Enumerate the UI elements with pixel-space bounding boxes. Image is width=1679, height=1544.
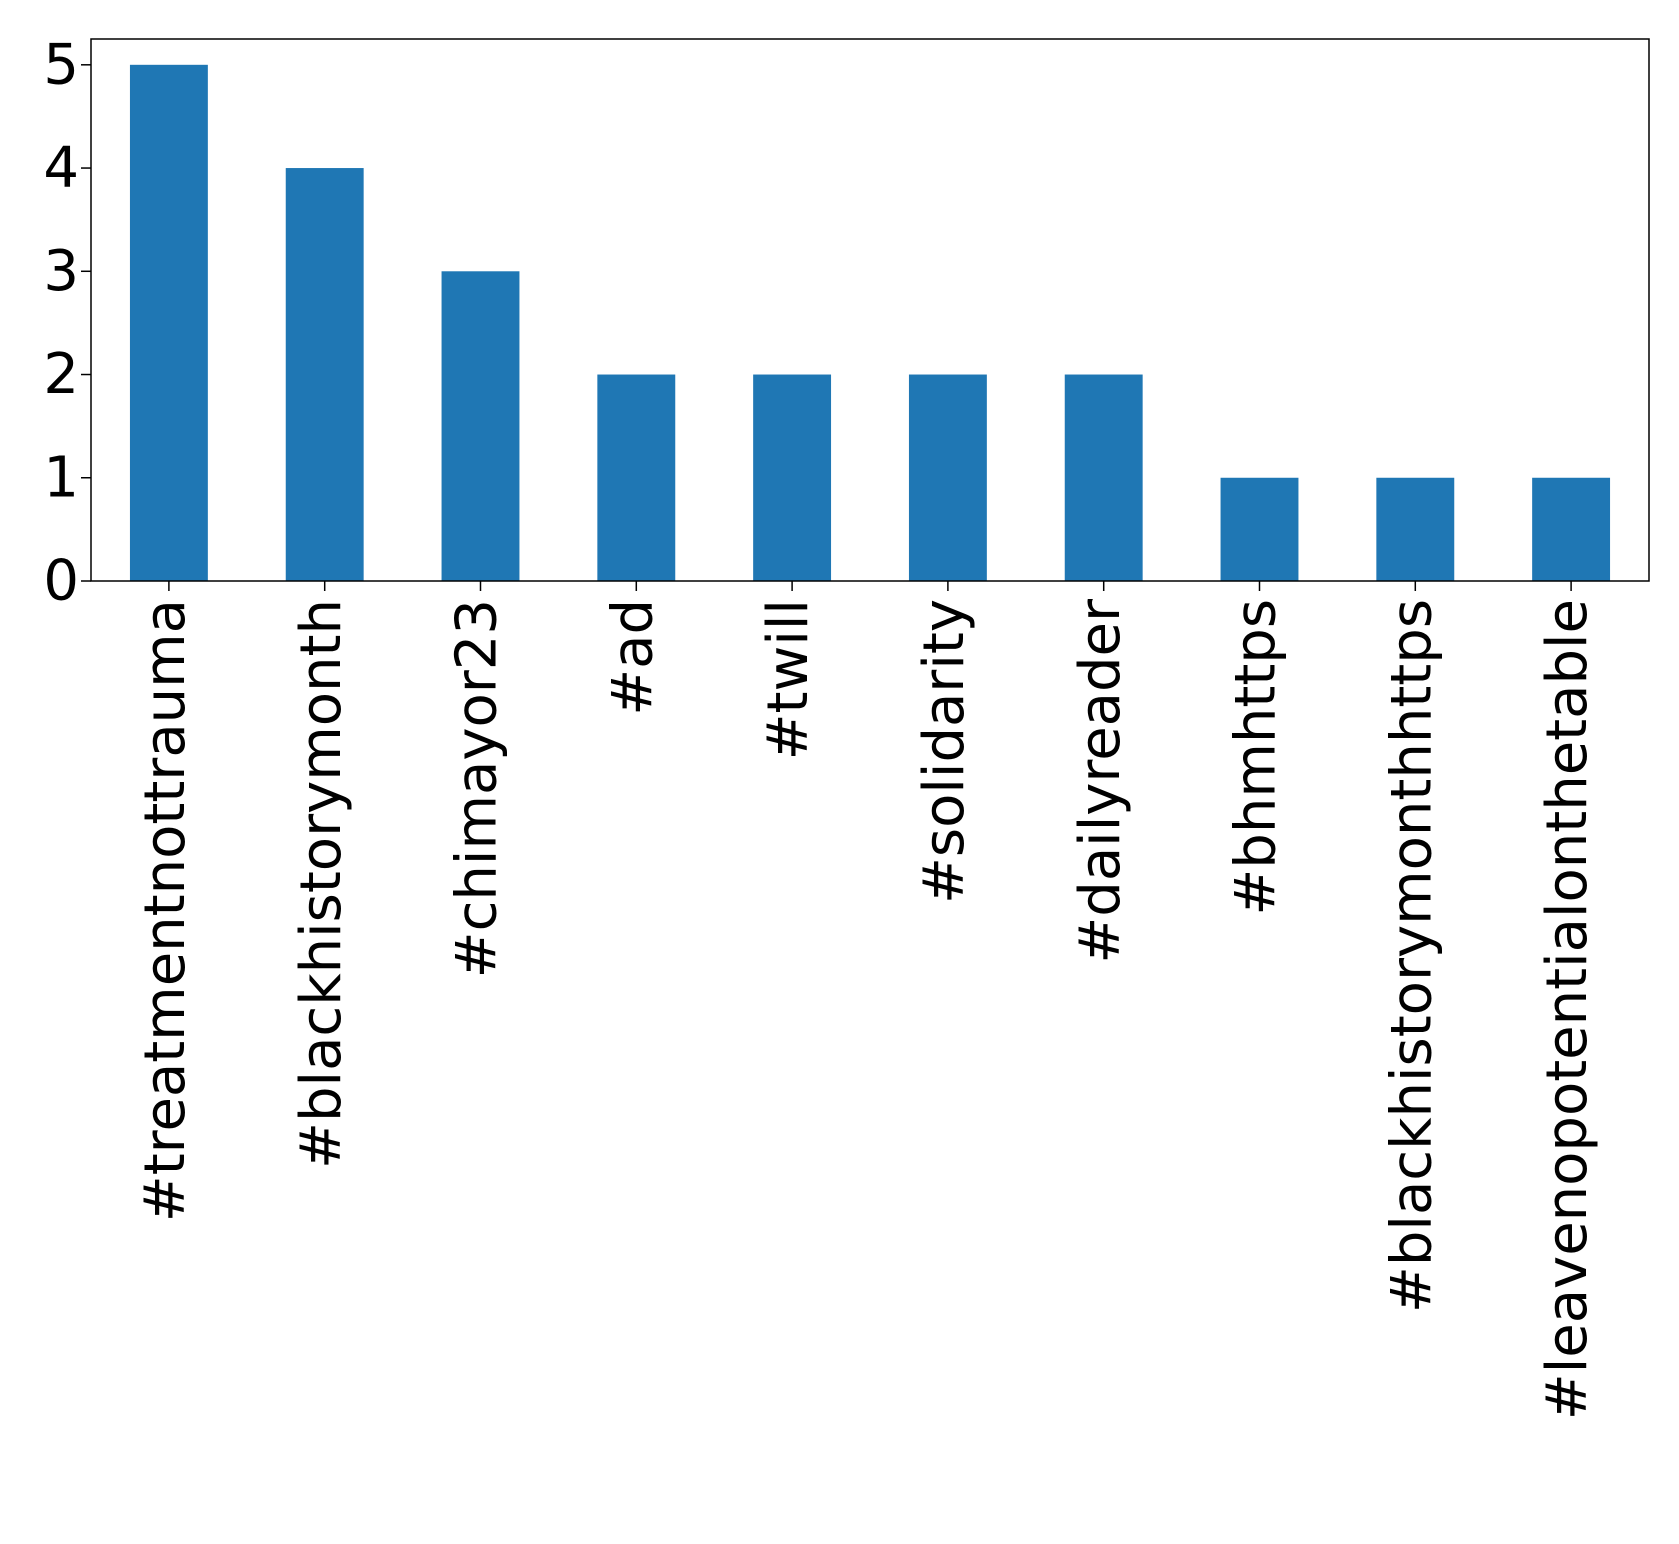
x-axis-ticks: #treatmentnottrauma #blackhistorymonth #ch…	[133, 581, 1600, 1420]
y-tick-label-4: 4	[43, 136, 79, 201]
bar-8	[1376, 477, 1455, 581]
bar-4	[753, 374, 832, 581]
bar-9	[1532, 477, 1611, 581]
x-tick-label-5: #solidarity	[912, 599, 977, 904]
x-tick-label-1: #blackhistorymonth	[289, 599, 354, 1169]
bars-group	[129, 64, 1611, 582]
bar-1	[285, 168, 364, 582]
y-tick-label-2: 2	[43, 342, 79, 407]
bar-2	[441, 271, 520, 581]
bar-7	[1220, 477, 1299, 581]
x-tick-label-9: #leavenopotentialonthetable	[1535, 599, 1600, 1420]
x-tick-label-7: #bhmhttps	[1224, 599, 1289, 916]
bar-6	[1064, 374, 1143, 581]
y-axis-ticks: 0 1 2 3 4 5	[43, 32, 91, 614]
plot-frame	[90, 38, 1650, 582]
bar-0	[129, 64, 208, 582]
bar-5	[908, 374, 987, 581]
x-tick-label-3: #ad	[600, 599, 665, 716]
y-tick-label-1: 1	[43, 445, 79, 510]
x-tick-label-6: #dailyreader	[1068, 598, 1133, 964]
y-tick-label-3: 3	[43, 239, 79, 304]
bar-3	[597, 374, 676, 581]
x-tick-label-4: #twill	[756, 599, 821, 760]
y-tick-label-0: 0	[43, 549, 79, 614]
x-tick-label-8: #blackhistorymonthhttps	[1379, 599, 1444, 1313]
x-tick-label-0: #treatmentnottrauma	[133, 599, 198, 1222]
y-tick-label-5: 5	[43, 32, 79, 97]
x-tick-label-2: #chimayor23	[445, 599, 510, 978]
